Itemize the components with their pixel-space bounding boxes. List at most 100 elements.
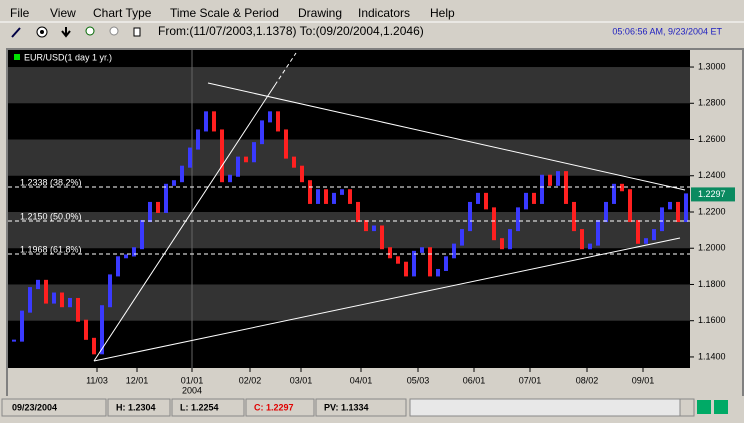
menu-item[interactable]: Help <box>430 6 455 20</box>
menu-item[interactable]: Time Scale & Period <box>170 6 279 20</box>
y-tick-label: 1.1600 <box>698 315 726 325</box>
price-bar <box>276 111 280 132</box>
icon-window[interactable] <box>697 400 711 414</box>
y-tick-label: 1.3000 <box>698 61 726 71</box>
price-bar <box>172 180 176 186</box>
price-bar <box>164 183 168 213</box>
menu-item[interactable]: Chart Type <box>93 6 152 20</box>
fib-label: 1.2150 (50.0%) <box>20 211 82 221</box>
icon-zoom-in[interactable] <box>85 26 95 36</box>
price-bar <box>220 129 224 183</box>
price-bar <box>484 192 488 210</box>
y-tick-label: 1.2000 <box>698 243 726 253</box>
price-bar <box>644 238 648 244</box>
price-bar <box>652 229 656 241</box>
legend-swatch <box>14 54 20 60</box>
y-tick-label: 1.1400 <box>698 351 726 361</box>
price-bar <box>628 189 632 223</box>
x-tick-label: 02/02 <box>239 375 262 385</box>
icon-line[interactable] <box>11 27 21 38</box>
price-bar <box>620 183 624 192</box>
price-bar <box>124 254 128 259</box>
fan-line-extension <box>274 52 297 86</box>
trend-line-lower <box>93 237 681 362</box>
fib-label: 1.1968 (61.8%) <box>20 244 82 254</box>
price-bar <box>572 201 576 232</box>
price-bar <box>116 256 120 277</box>
price-bar <box>204 111 208 132</box>
price-bar <box>356 201 360 223</box>
price-bar <box>12 339 16 342</box>
status-high: H: 1.2304 <box>116 402 156 412</box>
price-bar <box>596 220 600 246</box>
x-tick-label: 06/01 <box>463 375 486 385</box>
last-price-box <box>691 187 735 202</box>
x-tick-label: 01/01 <box>181 375 204 385</box>
trend-line-upper <box>207 82 686 191</box>
menu-item[interactable]: Indicators <box>358 6 410 20</box>
scroll-right[interactable] <box>679 398 695 417</box>
price-bar <box>636 220 640 244</box>
x-tick-label: 05/03 <box>407 375 430 385</box>
price-bar <box>228 174 232 183</box>
price-bar <box>436 268 440 277</box>
price-bar <box>364 220 368 232</box>
menu-item[interactable]: File <box>10 6 30 20</box>
price-bar <box>612 183 616 204</box>
price-bar <box>668 201 672 210</box>
price-bar <box>140 220 144 250</box>
price-bar <box>540 174 544 204</box>
icon-window[interactable] <box>714 400 728 414</box>
price-bar <box>60 292 64 308</box>
price-bar <box>420 247 424 253</box>
status-low: L: 1.2254 <box>180 402 219 412</box>
x-tick-label: 08/02 <box>576 375 599 385</box>
icon-page[interactable] <box>133 27 141 37</box>
scrollbar[interactable] <box>409 398 681 417</box>
status-close: C: 1.2297 <box>254 402 294 412</box>
price-bar <box>212 111 216 132</box>
menu-item[interactable]: View <box>50 6 76 20</box>
price-bar <box>84 319 88 340</box>
price-bar <box>444 256 448 271</box>
price-bar <box>556 171 560 186</box>
price-bar <box>660 207 664 232</box>
x-tick-label: 04/01 <box>350 375 373 385</box>
x-tick-label: 09/01 <box>632 375 655 385</box>
icon-zoom-out[interactable] <box>109 26 119 36</box>
fib-label: 1.2338 (38.2%) <box>20 177 82 187</box>
drawings <box>93 52 686 362</box>
price-bar <box>380 225 384 250</box>
status-cell <box>107 398 171 417</box>
x-year-label: 2004 <box>182 385 202 395</box>
price-bar <box>428 247 432 277</box>
status-date: 09/23/2004 <box>12 402 57 412</box>
price-bar <box>340 189 344 195</box>
clock: 05:06:56 AM, 9/23/2004 ET <box>612 26 722 36</box>
price-bar <box>404 261 408 277</box>
price-bar <box>76 297 80 322</box>
price-bar <box>28 287 32 313</box>
status-cell <box>171 398 245 417</box>
price-bar <box>500 238 504 250</box>
status-cell <box>315 398 407 417</box>
price-bar <box>180 165 184 183</box>
menu-item[interactable]: Drawing <box>298 6 342 20</box>
price-bar <box>508 229 512 250</box>
price-bar <box>524 192 528 210</box>
price-bar <box>308 180 312 204</box>
x-axis-panel <box>8 368 690 396</box>
price-bar <box>548 174 552 186</box>
price-bar <box>412 250 416 277</box>
price-bar <box>284 129 288 159</box>
price-bar <box>156 201 160 213</box>
price-bar <box>292 156 296 168</box>
price-bar <box>316 189 320 204</box>
price-bar <box>468 201 472 232</box>
price-bar <box>20 310 24 342</box>
x-tick-label: 12/01 <box>126 375 149 385</box>
icon-down[interactable] <box>61 27 71 38</box>
fan-line <box>93 84 276 362</box>
